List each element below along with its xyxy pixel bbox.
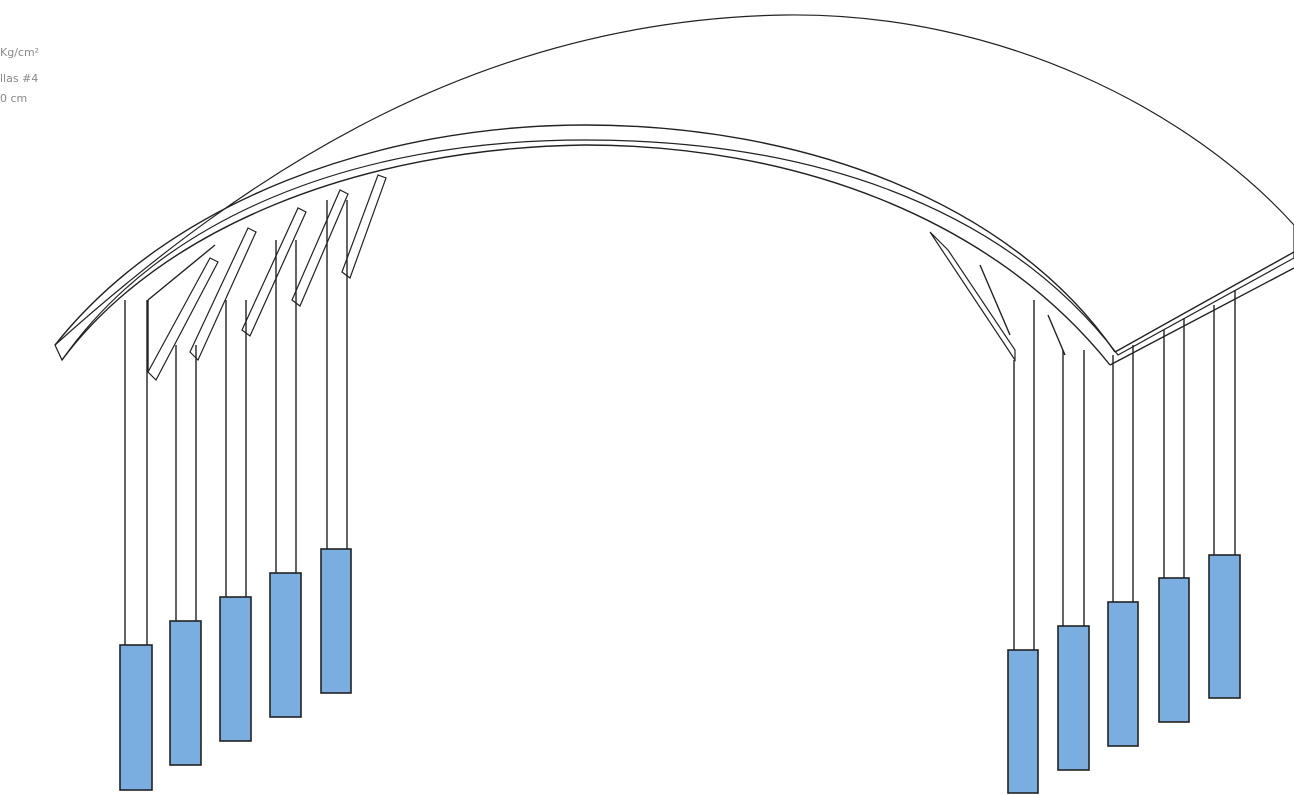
note-line: Kg/cm² <box>0 46 39 59</box>
roof <box>54 14 1294 366</box>
columns <box>124 200 1236 650</box>
note-line: 0 cm <box>0 92 27 105</box>
note-line: llas #4 <box>0 72 38 85</box>
footings <box>119 548 1241 794</box>
bracing <box>147 174 1066 382</box>
